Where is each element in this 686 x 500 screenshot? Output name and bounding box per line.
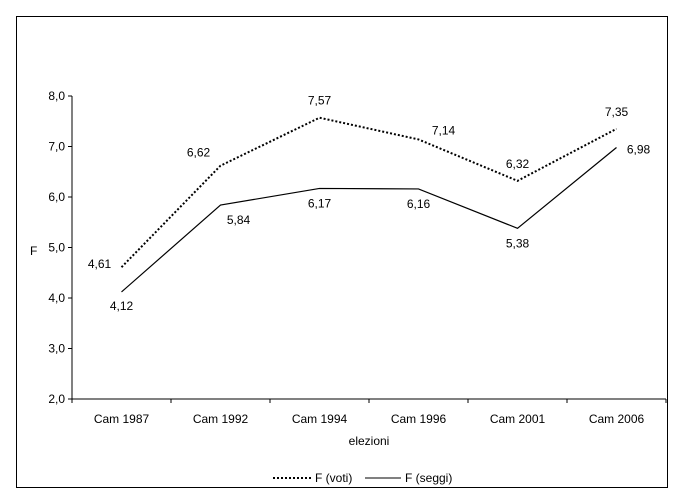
data-label: 6,16 [407, 197, 431, 211]
x-tick-label: Cam 1992 [193, 412, 249, 426]
legend-label-seggi: F (seggi) [405, 471, 452, 485]
data-label: 6,32 [506, 157, 530, 171]
chart-frame [16, 16, 668, 488]
axes [68, 95, 667, 403]
y-tick-label: 5,0 [48, 241, 65, 255]
data-label: 5,38 [506, 236, 530, 250]
y-axis-label: F [30, 244, 37, 258]
x-tick-label: Cam 1987 [94, 412, 150, 426]
y-tick-label: 7,0 [48, 140, 65, 154]
series-line-voti [120, 116, 617, 268]
y-tick-label: 6,0 [48, 190, 65, 204]
x-tick-label: Cam 2001 [490, 412, 546, 426]
y-tick-labels: 2,0 3,0 4,0 5,0 6,0 7,0 8,0 [48, 89, 65, 406]
data-label: 7,57 [308, 94, 332, 108]
legend-label-voti: F (voti) [315, 471, 352, 485]
y-tick-label: 4,0 [48, 291, 65, 305]
x-tick-labels: Cam 1987 Cam 1992 Cam 1994 Cam 1996 Cam 2001… [94, 412, 645, 426]
x-tick-label: Cam 2006 [589, 412, 645, 426]
data-label: 7,35 [605, 105, 629, 119]
data-label: 5,84 [227, 213, 251, 227]
legend: F (voti) F (seggi) [273, 471, 452, 485]
data-label: 6,98 [627, 143, 651, 157]
y-tick-label: 8,0 [48, 89, 65, 103]
y-tick-label: 3,0 [48, 342, 65, 356]
series-line-seggi [121, 147, 617, 293]
data-label: 6,17 [308, 196, 332, 210]
data-label: 6,62 [187, 146, 211, 160]
x-tick-label: Cam 1996 [391, 412, 447, 426]
series-lines [120, 116, 617, 293]
data-label: 7,14 [432, 123, 456, 137]
data-labels: 4,61 6,62 7,57 7,14 6,32 7,35 4,12 5,84 6,17 6,16… [88, 94, 651, 313]
data-label: 4,61 [88, 257, 112, 271]
data-label: 4,12 [110, 299, 134, 313]
x-tick-label: Cam 1994 [292, 412, 348, 426]
x-axis-label: elezioni [349, 434, 390, 448]
y-tick-label: 2,0 [48, 392, 65, 406]
